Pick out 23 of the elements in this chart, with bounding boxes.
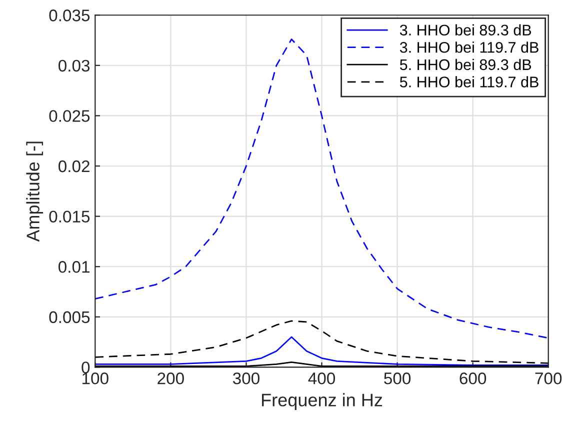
x-tick-label: 400 xyxy=(308,372,336,384)
y-tick-label: 0.035 xyxy=(49,10,90,22)
x-tick-label: 700 xyxy=(535,372,562,384)
y-tick-label: 0.015 xyxy=(49,210,90,223)
legend-label: 5. HHO bei 119.7 dB xyxy=(400,76,538,88)
x-tick-label: 100 xyxy=(82,372,108,384)
legend-label: 3. HHO bei 119.7 dB xyxy=(400,42,538,53)
y-tick-label: 0.03 xyxy=(58,60,90,72)
y-tick-label: 0.01 xyxy=(58,261,90,273)
y-tick-label: 0.025 xyxy=(49,110,90,122)
y-tick-label: 0.02 xyxy=(58,160,90,172)
y-tick-label: 0.005 xyxy=(49,311,90,324)
x-tick-label: 500 xyxy=(384,372,411,384)
line-series xyxy=(95,38,548,339)
y-tick-label: 0 xyxy=(82,362,90,374)
x-tick-label: 600 xyxy=(460,372,486,384)
y-axis-title: Amplitude [-] xyxy=(26,142,44,242)
x-tick-label: 300 xyxy=(232,372,260,384)
legend-label: 5. HHO bei 89.3 dB xyxy=(400,58,532,70)
x-tick-label: 200 xyxy=(158,372,184,384)
line-series xyxy=(95,320,548,364)
x-axis-title: Frequenz in Hz xyxy=(262,393,382,410)
legend-label: 3. HHO bei 89.3 dB xyxy=(400,24,532,36)
